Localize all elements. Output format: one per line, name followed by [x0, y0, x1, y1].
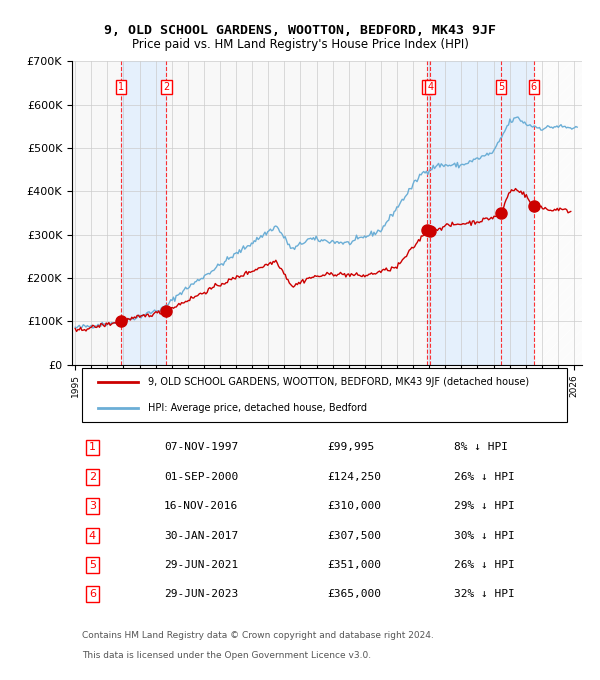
- Text: £351,000: £351,000: [327, 560, 381, 570]
- Text: 6: 6: [89, 590, 96, 599]
- Text: Contains HM Land Registry data © Crown copyright and database right 2024.: Contains HM Land Registry data © Crown c…: [82, 632, 434, 641]
- Text: 9, OLD SCHOOL GARDENS, WOOTTON, BEDFORD, MK43 9JF (detached house): 9, OLD SCHOOL GARDENS, WOOTTON, BEDFORD,…: [149, 377, 530, 387]
- Text: 16-NOV-2016: 16-NOV-2016: [164, 501, 238, 511]
- Text: 01-SEP-2000: 01-SEP-2000: [164, 472, 238, 482]
- Text: 8% ↓ HPI: 8% ↓ HPI: [455, 443, 509, 452]
- Bar: [427, 61, 533, 364]
- Text: 30-JAN-2017: 30-JAN-2017: [164, 530, 238, 541]
- Text: 1: 1: [89, 443, 96, 452]
- Text: 5: 5: [89, 560, 96, 570]
- Text: 26% ↓ HPI: 26% ↓ HPI: [455, 560, 515, 570]
- Text: 29% ↓ HPI: 29% ↓ HPI: [455, 501, 515, 511]
- Text: HPI: Average price, detached house, Bedford: HPI: Average price, detached house, Bedf…: [149, 403, 367, 413]
- Bar: [121, 61, 166, 364]
- Text: 4: 4: [89, 530, 96, 541]
- Text: 4: 4: [427, 82, 434, 92]
- Text: 30% ↓ HPI: 30% ↓ HPI: [455, 530, 515, 541]
- Text: This data is licensed under the Open Government Licence v3.0.: This data is licensed under the Open Gov…: [82, 651, 371, 660]
- Text: £99,995: £99,995: [327, 443, 374, 452]
- Text: 3: 3: [89, 501, 96, 511]
- Text: £310,000: £310,000: [327, 501, 381, 511]
- Text: 32% ↓ HPI: 32% ↓ HPI: [455, 590, 515, 599]
- Text: 6: 6: [530, 82, 536, 92]
- Text: 5: 5: [498, 82, 505, 92]
- Text: 29-JUN-2021: 29-JUN-2021: [164, 560, 238, 570]
- Text: 1: 1: [118, 82, 124, 92]
- Bar: [533, 61, 582, 364]
- Text: 07-NOV-1997: 07-NOV-1997: [164, 443, 238, 452]
- Text: 2: 2: [89, 472, 96, 482]
- Text: £365,000: £365,000: [327, 590, 381, 599]
- Text: 29-JUN-2023: 29-JUN-2023: [164, 590, 238, 599]
- Text: 3: 3: [424, 82, 430, 92]
- Text: £307,500: £307,500: [327, 530, 381, 541]
- Text: 2: 2: [163, 82, 170, 92]
- Text: £124,250: £124,250: [327, 472, 381, 482]
- Text: 9, OLD SCHOOL GARDENS, WOOTTON, BEDFORD, MK43 9JF: 9, OLD SCHOOL GARDENS, WOOTTON, BEDFORD,…: [104, 24, 496, 37]
- Text: 26% ↓ HPI: 26% ↓ HPI: [455, 472, 515, 482]
- FancyBboxPatch shape: [82, 368, 567, 422]
- Text: Price paid vs. HM Land Registry's House Price Index (HPI): Price paid vs. HM Land Registry's House …: [131, 37, 469, 51]
